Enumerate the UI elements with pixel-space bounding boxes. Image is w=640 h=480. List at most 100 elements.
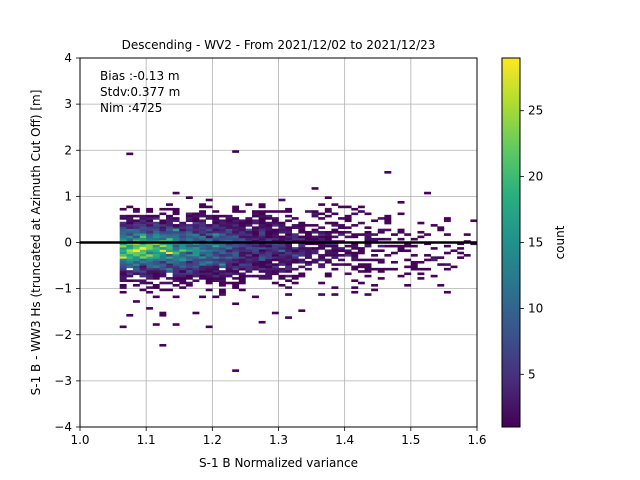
heatmap-cell bbox=[344, 263, 352, 266]
heatmap-cell bbox=[166, 221, 173, 225]
heatmap-cell bbox=[252, 212, 259, 216]
heatmap-cell bbox=[278, 237, 286, 241]
heatmap-cell bbox=[238, 256, 246, 259]
heatmap-cell bbox=[357, 205, 365, 209]
heatmap-cell bbox=[304, 237, 312, 241]
heatmap-cell bbox=[278, 260, 286, 264]
y-tick-label: 4 bbox=[64, 51, 72, 65]
heatmap-cell bbox=[218, 237, 226, 241]
heatmap-cell bbox=[291, 226, 299, 229]
heatmap-cell bbox=[245, 221, 253, 225]
heatmap-cell bbox=[238, 254, 246, 257]
heatmap-cell bbox=[390, 251, 398, 255]
heatmap-cell bbox=[139, 244, 147, 248]
heatmap-cell bbox=[199, 258, 207, 262]
heatmap-cell bbox=[218, 254, 226, 257]
heatmap-cell bbox=[166, 256, 173, 259]
heatmap-cell bbox=[450, 265, 458, 269]
heatmap-cell bbox=[285, 293, 293, 296]
heatmap-cell bbox=[278, 277, 286, 280]
heatmap-cell bbox=[384, 221, 392, 225]
heatmap-cell bbox=[192, 233, 200, 236]
heatmap-cell bbox=[146, 217, 154, 220]
heatmap-cell bbox=[311, 260, 319, 264]
heatmap-cell bbox=[404, 284, 412, 287]
heatmap-cell bbox=[166, 277, 173, 280]
heatmap-cell bbox=[324, 237, 332, 241]
heatmap-cell bbox=[443, 233, 451, 236]
heatmap-cell bbox=[252, 256, 259, 259]
heatmap-cell bbox=[159, 311, 167, 315]
heatmap-cell bbox=[324, 254, 332, 257]
heatmap-cell bbox=[298, 224, 306, 227]
heatmap-cell bbox=[166, 265, 173, 269]
heatmap-cell bbox=[159, 258, 167, 262]
heatmap-cell bbox=[324, 214, 332, 218]
heatmap-cell bbox=[166, 219, 173, 223]
heatmap-cell bbox=[304, 247, 312, 250]
heatmap-cell bbox=[172, 277, 180, 280]
heatmap-cell bbox=[331, 224, 339, 227]
heatmap-cell bbox=[298, 230, 306, 234]
heatmap-cell bbox=[324, 221, 332, 225]
heatmap-cell bbox=[338, 205, 345, 209]
heatmap-cell bbox=[139, 230, 147, 234]
heatmap-cell bbox=[132, 233, 140, 236]
heatmap-cell bbox=[218, 284, 226, 287]
heatmap-cell bbox=[404, 233, 412, 236]
heatmap-cell bbox=[132, 256, 140, 259]
heatmap-cell bbox=[218, 256, 226, 259]
heatmap-cell bbox=[377, 228, 385, 232]
heatmap-cell bbox=[146, 277, 154, 280]
heatmap-cell bbox=[437, 228, 445, 232]
heatmap-cell bbox=[179, 247, 187, 250]
heatmap-cell bbox=[238, 226, 246, 229]
heatmap-cell bbox=[172, 217, 180, 220]
heatmap-cell bbox=[172, 295, 180, 299]
heatmap-cell bbox=[205, 249, 213, 253]
heatmap-cell bbox=[126, 254, 134, 257]
heatmap-cell bbox=[159, 343, 167, 347]
heatmap-cell bbox=[324, 210, 332, 213]
heatmap-cell bbox=[192, 219, 200, 223]
heatmap-cell bbox=[146, 221, 154, 225]
heatmap-cell bbox=[371, 288, 379, 292]
heatmap-cell bbox=[258, 203, 266, 206]
heatmap-cell bbox=[258, 219, 266, 223]
heatmap-cell bbox=[212, 233, 220, 236]
heatmap-cell bbox=[245, 249, 253, 253]
heatmap-cell bbox=[258, 247, 266, 250]
heatmap-cell bbox=[232, 230, 240, 234]
heatmap-cell bbox=[397, 274, 405, 278]
heatmap-cell bbox=[179, 244, 187, 248]
heatmap-cell bbox=[285, 286, 293, 289]
heatmap-cell bbox=[152, 217, 160, 220]
heatmap-cell bbox=[218, 249, 226, 253]
heatmap-cell bbox=[271, 267, 279, 271]
heatmap-cell bbox=[298, 249, 306, 253]
heatmap-cell bbox=[126, 237, 134, 241]
y-tick-label: 2 bbox=[64, 143, 72, 157]
heatmap-cell bbox=[166, 233, 173, 236]
heatmap-cell bbox=[258, 221, 266, 225]
heatmap-cell bbox=[132, 272, 140, 276]
heatmap-cell bbox=[172, 274, 180, 278]
heatmap-cell bbox=[152, 323, 160, 326]
heatmap-cell bbox=[390, 267, 398, 271]
heatmap-cell bbox=[364, 244, 372, 248]
heatmap-cell bbox=[318, 265, 326, 269]
heatmap-cell bbox=[311, 235, 319, 239]
heatmap-cell bbox=[192, 311, 200, 315]
heatmap-cell bbox=[470, 242, 477, 246]
heatmap-cell bbox=[132, 254, 140, 257]
heatmap-cell bbox=[126, 230, 134, 234]
heatmap-cell bbox=[384, 217, 392, 220]
heatmap-cell bbox=[278, 230, 286, 234]
heatmap-cell bbox=[298, 258, 306, 262]
heatmap-cell bbox=[324, 235, 332, 239]
heatmap-cell bbox=[265, 214, 273, 218]
heatmap-cell bbox=[218, 228, 226, 232]
heatmap-cell bbox=[318, 247, 326, 250]
heatmap-cell bbox=[119, 224, 127, 227]
heatmap-cell bbox=[298, 235, 306, 239]
